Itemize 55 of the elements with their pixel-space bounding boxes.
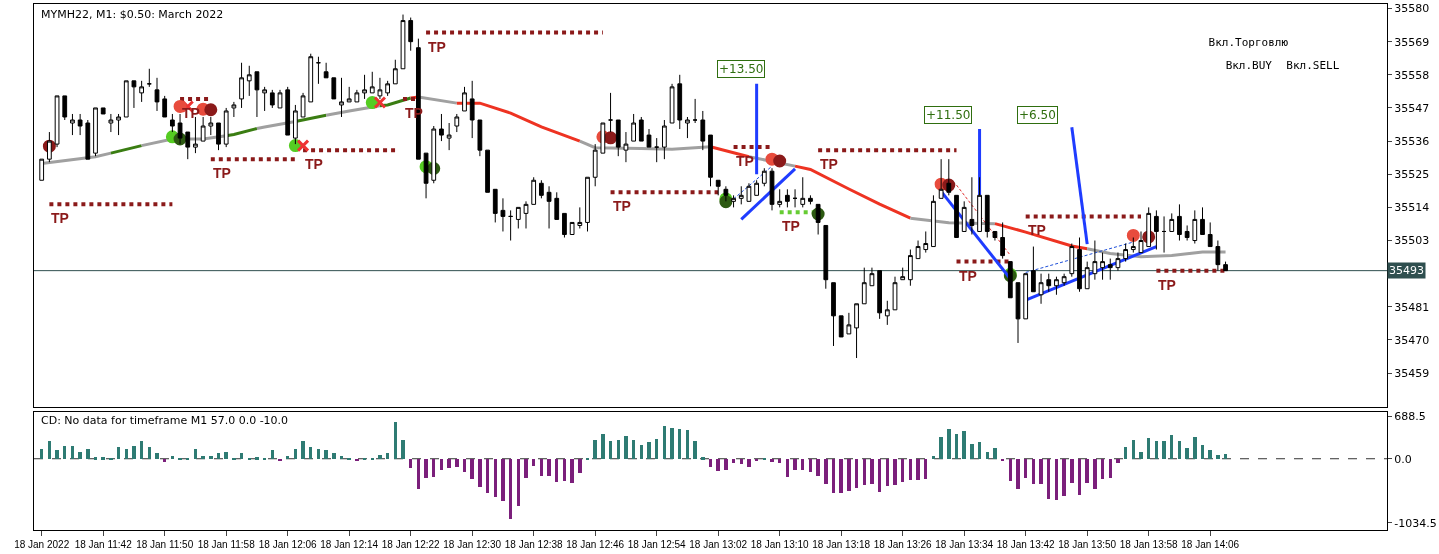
series-label: TP	[51, 210, 69, 226]
x-tick-label: 18 Jan 13:58	[1119, 539, 1179, 550]
x-tick-label: 18 Jan 11:42	[74, 539, 133, 550]
series-label: TP	[1158, 277, 1176, 293]
x-tick-label: 18 Jan 14:06	[1181, 539, 1240, 550]
annotation: +11.50	[926, 108, 971, 122]
series-label: TP	[1028, 222, 1046, 238]
y-tick-label: 0.0	[1394, 452, 1412, 466]
x-tick-label: 18 Jan 11:50	[136, 539, 194, 550]
x-tick-label: 18 Jan 2022	[14, 539, 70, 550]
y-tick-label: 35459	[1394, 366, 1430, 380]
x-tick-label: 18 Jan 12:38	[504, 539, 564, 550]
annotation: +13.50	[719, 62, 764, 76]
y-tick-label: 35470	[1394, 333, 1430, 347]
series-label: TP	[613, 198, 631, 214]
series-label: TP	[782, 218, 800, 234]
y-tick-label: 35525	[1394, 168, 1430, 182]
x-tick-label: 18 Jan 13:26	[873, 539, 933, 550]
chart-title: MYMH22, M1: $0.50: March 2022	[41, 8, 224, 21]
x-tick-label: 18 Jan 13:10	[750, 539, 810, 550]
x-tick-label: 18 Jan 13:18	[812, 539, 871, 550]
y-tick-label: 35503	[1394, 234, 1430, 248]
series-label: TP	[182, 105, 200, 121]
x-tick-label: 18 Jan 12:22	[381, 539, 441, 550]
series-label: TP	[213, 165, 231, 181]
x-tick-label: 18 Jan 12:54	[627, 539, 687, 550]
ref-line-label: 35493	[1389, 264, 1424, 277]
x-tick-label: 18 Jan 12:06	[258, 539, 318, 550]
series-label: TP	[820, 156, 838, 172]
x-tick-label: 18 Jan 13:50	[1058, 539, 1117, 550]
series-label: TP	[305, 156, 323, 172]
annotation: +6.50	[1019, 108, 1056, 122]
y-tick-label: 35547	[1394, 101, 1430, 115]
x-tick-label: 18 Jan 12:14	[320, 539, 379, 550]
y-tick-label: 35558	[1394, 68, 1430, 82]
y-tick-label: 35569	[1394, 35, 1430, 49]
y-tick-label: 688.5	[1394, 409, 1426, 423]
y-tick-label: 35514	[1394, 201, 1430, 215]
annotation: Вкл.BUY	[1225, 59, 1273, 72]
chart-title: CD: No data for timeframe M1 57.0 0.0 -10.0	[41, 414, 289, 427]
annotation: Вкл.Торговлю	[1208, 36, 1289, 49]
y-tick-label: 35536	[1394, 134, 1430, 148]
x-tick-label: 18 Jan 13:42	[996, 539, 1056, 550]
y-tick-label: 35481	[1394, 300, 1430, 314]
x-tick-label: 18 Jan 11:58	[197, 539, 256, 550]
x-tick-label: 18 Jan 12:30	[443, 539, 502, 550]
x-tick-label: 18 Jan 13:34	[935, 539, 994, 550]
annotation: Вкл.SELL	[1286, 59, 1340, 72]
series-label: TP	[428, 39, 446, 55]
x-tick-label: 18 Jan 13:02	[689, 539, 748, 550]
y-tick-label: -1034.5	[1394, 516, 1437, 530]
series-label: TP	[959, 268, 977, 284]
series-label: TP	[736, 153, 754, 169]
x-tick-label: 18 Jan 12:46	[566, 539, 625, 550]
y-tick-label: 35580	[1394, 2, 1430, 16]
